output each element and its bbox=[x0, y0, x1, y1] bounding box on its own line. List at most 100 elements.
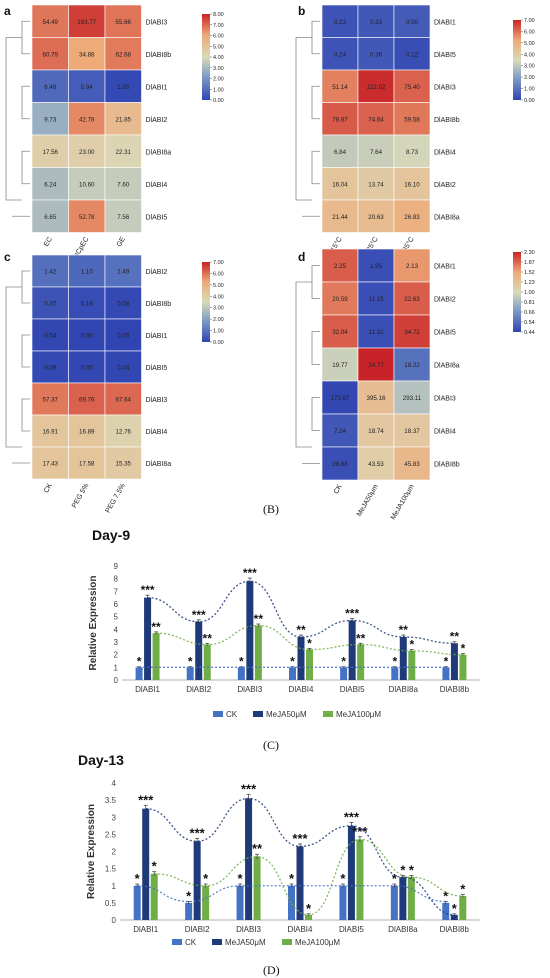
heatmap-cell bbox=[104, 446, 142, 480]
heatmap-cell bbox=[104, 167, 142, 201]
bar bbox=[450, 914, 458, 920]
heatmap-cell bbox=[321, 102, 359, 136]
bar bbox=[306, 649, 313, 680]
bar bbox=[347, 825, 355, 920]
bar bbox=[357, 644, 365, 680]
heatmap-cell bbox=[393, 281, 431, 316]
heatmap-cell bbox=[68, 4, 106, 38]
significance-marker: ** bbox=[296, 623, 306, 637]
significance-marker: ** bbox=[399, 623, 409, 637]
heatmap-cell-value: 293.11 bbox=[403, 395, 422, 402]
heatmap-cell bbox=[104, 382, 142, 416]
heatmap-cell-value: 32.04 bbox=[332, 329, 348, 336]
heatmap-cell-value: 17.43 bbox=[43, 461, 59, 468]
y-tick-label: 7 bbox=[114, 587, 119, 596]
bar bbox=[289, 667, 296, 680]
figure-label-c: (C) bbox=[263, 738, 279, 752]
heatmap-cell-value: 16.04 bbox=[332, 181, 348, 188]
bar bbox=[203, 644, 211, 680]
heatmap-row-label: DlABI5 bbox=[146, 214, 168, 221]
heatmap-cell-value: 18.37 bbox=[404, 428, 420, 435]
color-scale-tick-label: 0.66 bbox=[524, 310, 535, 316]
heatmap-row-label: DlABI8a bbox=[434, 214, 460, 221]
heatmap-cell bbox=[321, 347, 359, 382]
significance-marker: * bbox=[307, 636, 312, 650]
color-scale-tick-label: 4.00 bbox=[213, 294, 224, 300]
bar bbox=[297, 636, 305, 680]
bar bbox=[408, 650, 416, 680]
heatmap-cell bbox=[104, 199, 142, 233]
heatmap-cell bbox=[31, 446, 69, 480]
heatmap-cell bbox=[31, 37, 69, 71]
significance-marker: * bbox=[392, 871, 398, 886]
significance-marker: * bbox=[444, 655, 449, 669]
significance-marker: * bbox=[239, 655, 244, 669]
color-scale-tick-label: 0.00 bbox=[524, 98, 535, 104]
color-scale-bar bbox=[513, 20, 521, 100]
heatmap-cell-value: 21.44 bbox=[332, 214, 348, 221]
dendrogram-branch bbox=[21, 398, 30, 432]
heatmap-cell-value: 22.31 bbox=[116, 149, 132, 156]
y-tick-label: 2 bbox=[112, 848, 117, 857]
heatmap-cell-value: 0.23 bbox=[334, 19, 347, 26]
heatmap-cell-value: 1.95 bbox=[370, 263, 383, 270]
y-axis-label: Relative Expression bbox=[86, 804, 97, 899]
heatmap-row-label: DlABI3 bbox=[146, 397, 168, 404]
dendrogram-branch bbox=[311, 85, 320, 120]
color-scale-tick-label: 0.81 bbox=[524, 300, 535, 306]
bar bbox=[236, 885, 244, 920]
color-scale-tick-label: 3.00 bbox=[213, 306, 224, 312]
bar bbox=[193, 841, 201, 920]
heatmap-cell bbox=[104, 286, 142, 320]
heatmap-cell-value: 0.08 bbox=[117, 301, 130, 308]
y-tick-label: 5 bbox=[114, 613, 119, 622]
color-scale-tick-label: 1.23 bbox=[524, 280, 535, 286]
heatmap-cell-value: 173.67 bbox=[331, 395, 350, 402]
color-scale-tick-label: 6.00 bbox=[213, 34, 224, 40]
bar bbox=[288, 885, 295, 920]
bar bbox=[133, 885, 141, 920]
heatmap-cell-value: 34.72 bbox=[404, 329, 420, 336]
heatmap-cell bbox=[393, 102, 431, 136]
heatmap-cell-value: 16.91 bbox=[43, 429, 59, 436]
heatmap-cell bbox=[104, 102, 142, 136]
dendrogram bbox=[295, 265, 320, 464]
heatmap-cell bbox=[68, 318, 106, 352]
heatmap-cell-value: 7.64 bbox=[370, 149, 383, 156]
x-tick-label: DlABI1 bbox=[135, 685, 160, 694]
heatmap-row-label: DlABI3 bbox=[434, 396, 456, 403]
significance-marker: ** bbox=[203, 631, 213, 645]
x-tick-label: DlABI8a bbox=[388, 925, 418, 934]
heatmap-cell-value: 20.63 bbox=[368, 214, 384, 221]
y-tick-label: 1 bbox=[114, 663, 119, 672]
color-scale-bar bbox=[202, 262, 210, 342]
dendrogram-branch bbox=[5, 37, 22, 201]
x-tick-label: DlABI2 bbox=[186, 685, 211, 694]
legend-swatch bbox=[212, 939, 222, 945]
legend-swatch bbox=[323, 711, 333, 717]
legend-entry: MeJA100μM bbox=[336, 710, 381, 719]
heatmap-cell bbox=[31, 69, 69, 103]
heatmap-cell bbox=[321, 199, 359, 233]
heatmap-row-label: DlABI3 bbox=[146, 19, 168, 26]
heatmap-cell bbox=[31, 4, 69, 38]
heatmap-cell bbox=[393, 413, 431, 448]
dendrogram bbox=[5, 270, 30, 464]
heatmap-cell-value: 62.68 bbox=[116, 51, 132, 58]
color-scale-tick-label: 4.00 bbox=[524, 52, 535, 58]
heatmap-cell bbox=[393, 314, 431, 349]
bar bbox=[150, 873, 158, 920]
significance-marker: * bbox=[340, 871, 346, 886]
y-tick-label: 1.5 bbox=[105, 865, 117, 874]
heatmap-column-label: EC bbox=[43, 236, 54, 248]
heatmap-cell-value: 67.64 bbox=[116, 397, 132, 404]
heatmap-row-label: DlABI8b bbox=[434, 117, 460, 124]
heatmap-cell-value: 54.49 bbox=[43, 19, 59, 26]
legend-entry: CK bbox=[226, 710, 238, 719]
heatmap-cell-value: 0.12 bbox=[406, 51, 419, 58]
heatmap-row-label: DlABI2 bbox=[434, 182, 456, 189]
significance-marker: * bbox=[137, 655, 142, 669]
bar bbox=[186, 667, 194, 680]
